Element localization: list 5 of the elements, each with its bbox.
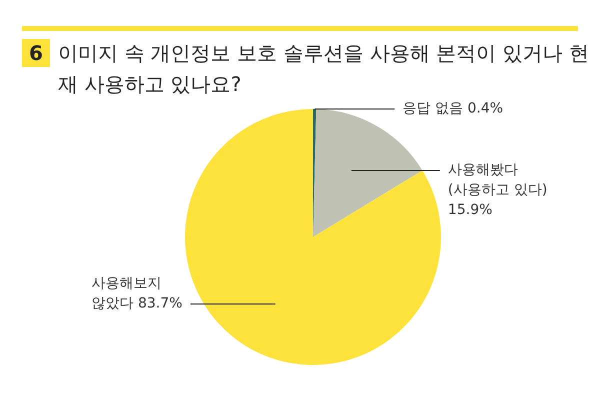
chart-title: 6 이미지 속 개인정보 보호 솔루션을 사용해 본적이 있거나 현재 사용하고 있나요? [28, 40, 590, 98]
slice-label: 사용해보지 않았다 83.7% [92, 276, 182, 312]
slice-label: 사용해봤다 (사용하고 있다) [448, 162, 548, 198]
data-label: 15.9% [448, 202, 492, 218]
slice-label: 응답 없음 0.4% [402, 100, 504, 117]
